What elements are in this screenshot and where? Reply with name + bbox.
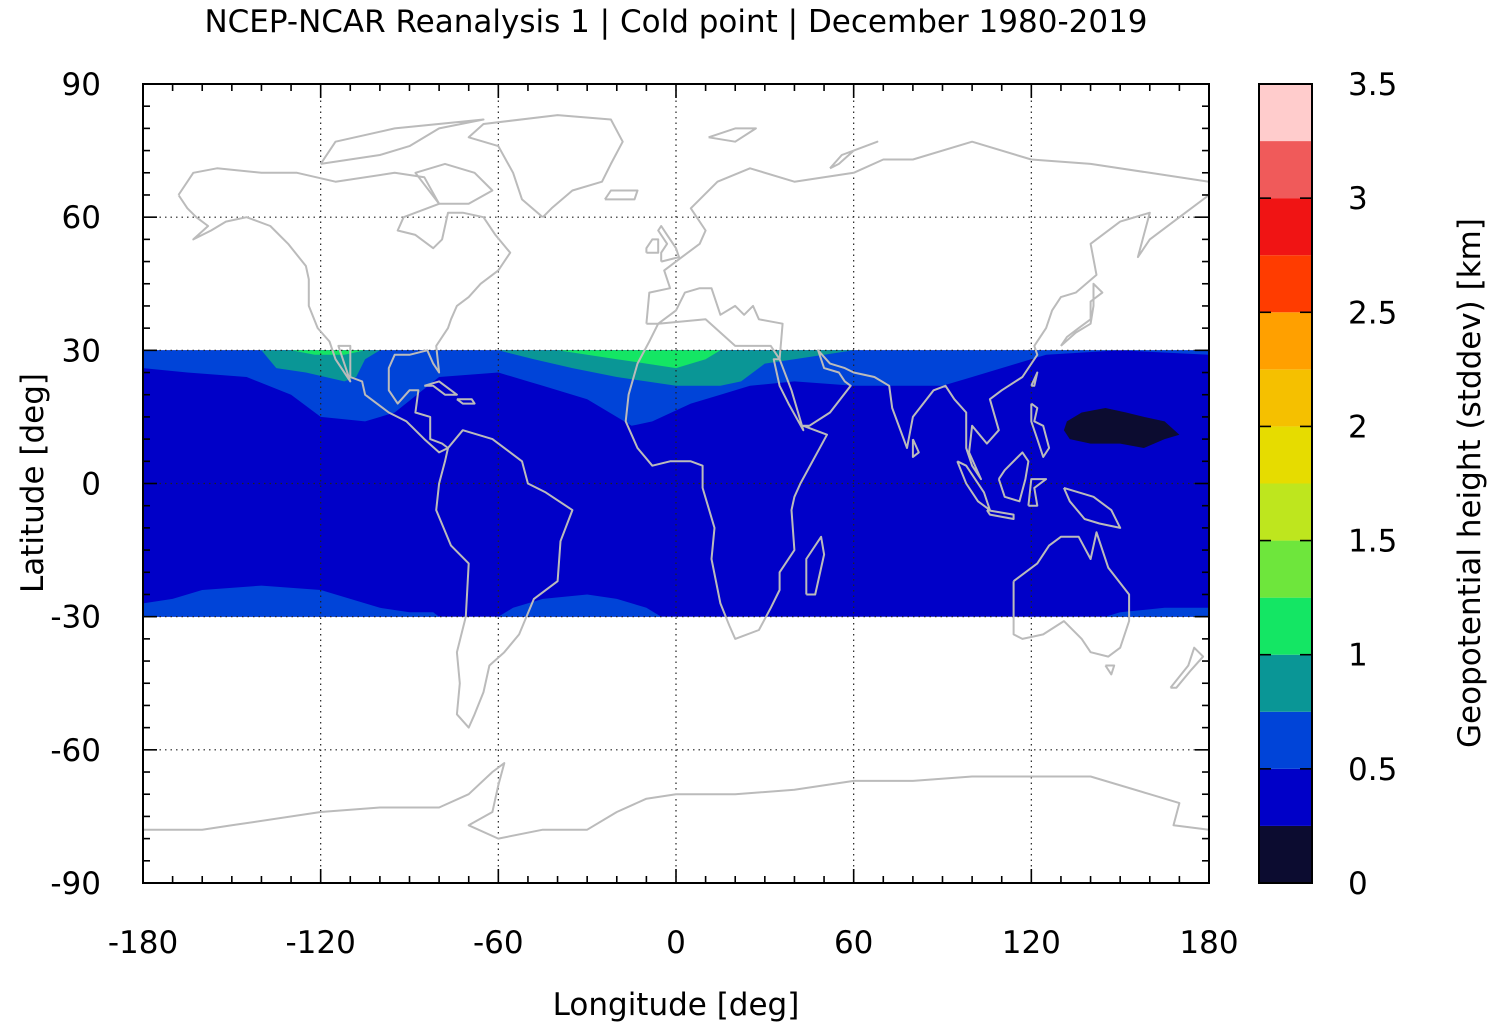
x-tick-label: 0 [666, 925, 686, 961]
coastline-new-zealand [1169, 646, 1205, 689]
y-tick-label: -60 [50, 733, 101, 769]
field-region-north-band [143, 350, 1209, 426]
coastline-australia [1012, 531, 1131, 658]
colorbar-swatch [1259, 84, 1312, 142]
coastline-hispaniola [456, 398, 476, 405]
y-tick-label: 30 [62, 333, 101, 369]
x-tick-label: 60 [834, 925, 873, 961]
colorbar-frame [1258, 83, 1313, 884]
field-region-south-band [143, 585, 440, 617]
y-tick-label: -30 [50, 600, 101, 636]
colorbar-swatches [1259, 84, 1312, 883]
axis-ticks [142, 83, 1210, 884]
coastline-java [986, 509, 1015, 520]
coastline-cuba [424, 380, 458, 396]
colorbar-swatch [1259, 540, 1312, 598]
coastline-japan [1060, 282, 1104, 347]
coastline-layer [143, 114, 1209, 840]
colorbar-swatch [1259, 483, 1312, 541]
colorbar-swatch [1259, 426, 1312, 484]
colorbar-tick-label: 1 [1348, 638, 1368, 674]
colorbar-swatch [1259, 255, 1312, 313]
field-region-south-band-atlantic [498, 594, 662, 617]
chart-title: NCEP-NCAR Reanalysis 1 | Cold point | De… [204, 4, 1147, 40]
coastline-novaya-zemlya [829, 140, 879, 170]
grid-layer [143, 84, 1209, 883]
coastline-iceland [604, 189, 639, 201]
x-tick-label: -180 [108, 925, 178, 961]
y-tick-label: 60 [62, 200, 101, 236]
colorbar-swatch [1259, 312, 1312, 370]
colorbar-swatch [1259, 198, 1312, 256]
x-tick-label: -60 [473, 925, 524, 961]
colorbar-swatch [1259, 141, 1312, 199]
coastline-philippines [1030, 402, 1051, 458]
colorbar-swatch [1259, 768, 1312, 826]
y-tick-label: 0 [81, 467, 101, 503]
coastline-tasmania [1104, 664, 1116, 676]
coastline-ireland [645, 238, 660, 254]
coastline-antarctica [143, 762, 1209, 840]
colorbar-tick-label: 3 [1348, 181, 1368, 217]
y-axis-label: Latitude [deg] [15, 373, 51, 593]
colorbar-tick-label: 0 [1348, 866, 1368, 902]
field-region-pacific-green [291, 350, 366, 355]
y-tick-label: 90 [62, 67, 101, 103]
coastline-south-america [435, 429, 574, 729]
colorbar-tick-label: 3.5 [1348, 67, 1397, 103]
coastline-arctic-islands [319, 118, 485, 165]
axis-tick-labels: -180 -120 -60 0 60 120 180 90 60 30 0 -30 -60 -90 [50, 67, 1238, 961]
colorbar-swatch [1259, 711, 1312, 769]
coastline-new-guinea [1062, 486, 1122, 529]
colorbar-tick-label: 2.5 [1348, 295, 1397, 331]
colorbar-swatch [1259, 597, 1312, 655]
coastline-sri-lanka [911, 438, 920, 458]
coastline-greenland [467, 114, 624, 218]
colorbar-swatch [1259, 369, 1312, 427]
coastline-baffin [414, 162, 494, 205]
field-layer [143, 350, 1209, 617]
y-tick-label: -90 [50, 866, 101, 902]
field-region-background [143, 350, 1209, 617]
colorbar-tick-label: 2 [1348, 409, 1368, 445]
field-region-south-band-pacific [1105, 607, 1209, 617]
coastline-sulawesi [1027, 478, 1048, 507]
field-region-west-pacific-min [1063, 408, 1180, 448]
colorbar-ticks: 0 0.5 1 1.5 2 2.5 3 3.5 [1259, 67, 1397, 902]
coastline-madagascar [805, 535, 826, 596]
plot-area [143, 84, 1209, 883]
x-axis-label: Longitude [deg] [553, 987, 800, 1023]
x-tick-label: 180 [1179, 925, 1238, 961]
x-tick-label: 120 [1002, 925, 1061, 961]
colorbar-swatch [1259, 825, 1312, 883]
colorbar-swatch [1259, 654, 1312, 712]
coastline-svalbard [708, 127, 757, 143]
coastline-taiwan [1030, 371, 1039, 387]
coastline-north-america [177, 167, 512, 454]
coastline-british-isles [657, 225, 680, 263]
colorbar-label: Geopotential height (stddev) [km] [1452, 218, 1488, 748]
coastline-borneo [997, 451, 1030, 503]
colorbar-tick-label: 0.5 [1348, 752, 1397, 788]
coastline-eurasia-africa [624, 140, 1209, 640]
colorbar: 0 0.5 1 1.5 2 2.5 3 3.5 Geopotential height (st… [1258, 67, 1488, 902]
colorbar-tick-label: 1.5 [1348, 524, 1397, 560]
x-tick-label: -120 [285, 925, 355, 961]
